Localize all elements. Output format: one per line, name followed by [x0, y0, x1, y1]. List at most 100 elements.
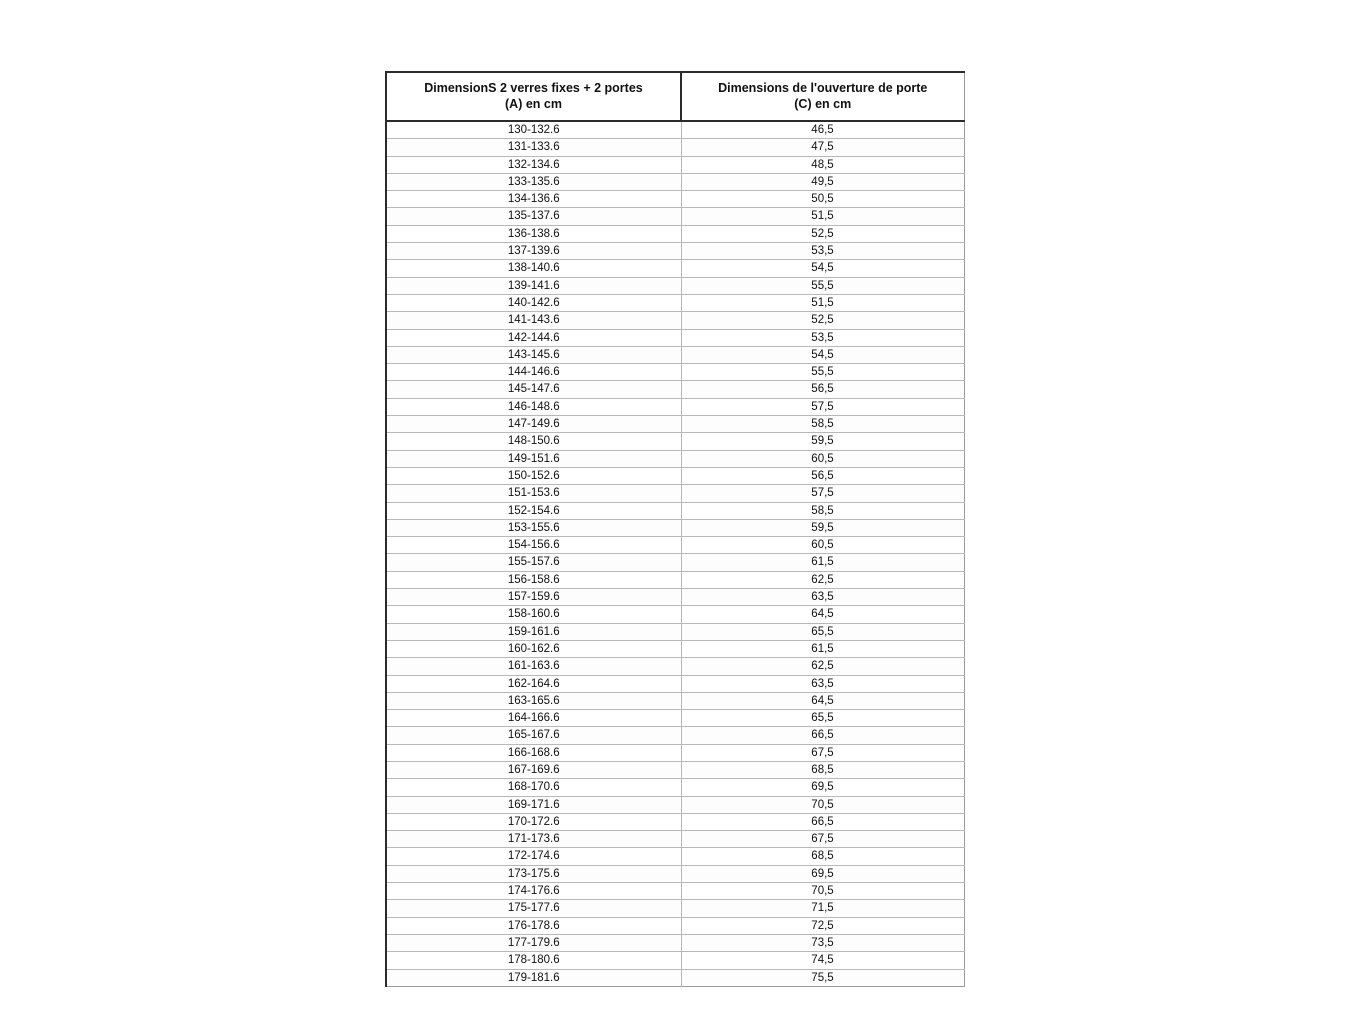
cell-dimension-c: 59,5: [681, 432, 964, 451]
cell-dimension-c: 59,5: [681, 519, 964, 538]
table-row: 143-145.6 54,5: [386, 346, 964, 365]
table-row: 149-151.6 60,5: [386, 450, 964, 468]
cell-dimension-c: 54,5: [681, 259, 964, 278]
table-row: 137-139.6 53,5: [386, 242, 964, 261]
cell-dimension-c: 56,5: [681, 467, 964, 486]
cell-dimension-c: 50,5: [681, 190, 964, 209]
column-header-c-line2: (C) en cm: [794, 97, 852, 111]
table-row: 145-147.6 56,5: [386, 380, 964, 399]
cell-dimension-c: 72,5: [681, 917, 964, 935]
table-row: 169-171.6 70,5: [386, 796, 964, 814]
cell-dimension-c: 52,5: [681, 311, 964, 330]
table-row: 178-180.6 74,5: [386, 951, 964, 970]
cell-dimension-a: 174-176.6: [386, 882, 682, 901]
cell-dimension-a: 170-172.6: [386, 813, 682, 832]
cell-dimension-c: 71,5: [681, 899, 964, 918]
column-header-a-line1: DimensionS 2 verres fixes + 2 portes: [424, 81, 643, 95]
cell-dimension-c: 55,5: [681, 363, 964, 382]
table-row: 159-161.6 65,5: [386, 623, 964, 641]
cell-dimension-a: 147-149.6: [386, 415, 682, 434]
table-row: 150-152.6 56,5: [386, 467, 964, 486]
cell-dimension-a: 132-134.6: [386, 156, 682, 174]
cell-dimension-c: 63,5: [681, 675, 964, 693]
column-header-dimensions-c: Dimensions de l'ouverture de porte (C) e…: [681, 72, 964, 122]
table-row: 153-155.6 59,5: [386, 519, 964, 538]
table-row: 174-176.6 70,5: [386, 882, 964, 901]
cell-dimension-a: 146-148.6: [386, 398, 682, 417]
cell-dimension-a: 130-132.6: [386, 121, 682, 140]
cell-dimension-c: 63,5: [681, 588, 964, 607]
cell-dimension-a: 166-168.6: [386, 744, 682, 762]
table-row: 136-138.6 52,5: [386, 225, 964, 244]
table-row: 132-134.6 48,5: [386, 156, 964, 174]
cell-dimension-a: 155-157.6: [386, 553, 682, 572]
cell-dimension-a: 168-170.6: [386, 778, 682, 797]
table-row: 156-158.6 62,5: [386, 571, 964, 590]
cell-dimension-a: 160-162.6: [386, 640, 682, 659]
cell-dimension-a: 143-145.6: [386, 346, 682, 365]
table-row: 154-156.6 60,5: [386, 536, 964, 555]
cell-dimension-a: 175-177.6: [386, 899, 682, 918]
table-header-row: DimensionS 2 verres fixes + 2 portes (A)…: [386, 72, 964, 122]
cell-dimension-a: 152-154.6: [386, 502, 682, 520]
table-row: 144-146.6 55,5: [386, 363, 964, 382]
cell-dimension-c: 60,5: [681, 450, 964, 468]
column-header-dimensions-a: DimensionS 2 verres fixes + 2 portes (A)…: [386, 72, 682, 122]
cell-dimension-a: 149-151.6: [386, 450, 682, 468]
table-row: 168-170.6 69,5: [386, 778, 964, 797]
table-row: 164-166.6 65,5: [386, 709, 964, 728]
table-row: 139-141.6 55,5: [386, 277, 964, 295]
cell-dimension-c: 58,5: [681, 415, 964, 434]
cell-dimension-a: 178-180.6: [386, 951, 682, 970]
column-header-a-line2: (A) en cm: [505, 97, 562, 111]
table-row: 134-136.6 50,5: [386, 190, 964, 209]
table-row: 157-159.6 63,5: [386, 588, 964, 607]
cell-dimension-a: 176-178.6: [386, 917, 682, 935]
cell-dimension-c: 60,5: [681, 536, 964, 555]
dimensions-table: DimensionS 2 verres fixes + 2 portes (A)…: [385, 71, 965, 987]
table-row: 148-150.6 59,5: [386, 432, 964, 451]
cell-dimension-c: 68,5: [681, 847, 964, 866]
table-row: 167-169.6 68,5: [386, 761, 964, 780]
cell-dimension-a: 162-164.6: [386, 675, 682, 693]
table-row: 179-181.6 75,5: [386, 969, 964, 987]
cell-dimension-c: 48,5: [681, 156, 964, 174]
table-row: 131-133.6 47,5: [386, 138, 964, 157]
table-row: 133-135.6 49,5: [386, 173, 964, 192]
cell-dimension-c: 70,5: [681, 882, 964, 901]
cell-dimension-a: 173-175.6: [386, 865, 682, 884]
table-row: 165-167.6 66,5: [386, 726, 964, 745]
table-row: 130-132.6 46,5: [386, 121, 964, 140]
cell-dimension-c: 52,5: [681, 225, 964, 244]
cell-dimension-c: 65,5: [681, 709, 964, 728]
table-row: 140-142.6 51,5: [386, 294, 964, 313]
cell-dimension-c: 51,5: [681, 207, 964, 226]
cell-dimension-c: 74,5: [681, 951, 964, 970]
cell-dimension-c: 58,5: [681, 502, 964, 520]
cell-dimension-a: 153-155.6: [386, 519, 682, 538]
table-row: 172-174.6 68,5: [386, 847, 964, 866]
cell-dimension-c: 69,5: [681, 865, 964, 884]
cell-dimension-c: 56,5: [681, 380, 964, 399]
cell-dimension-a: 161-163.6: [386, 657, 682, 676]
table-row: 160-162.6 61,5: [386, 640, 964, 659]
cell-dimension-a: 167-169.6: [386, 761, 682, 780]
table-row: 177-179.6 73,5: [386, 934, 964, 953]
cell-dimension-c: 61,5: [681, 553, 964, 572]
cell-dimension-c: 57,5: [681, 398, 964, 417]
cell-dimension-c: 57,5: [681, 484, 964, 503]
cell-dimension-c: 55,5: [681, 277, 964, 295]
table-row: 135-137.6 51,5: [386, 207, 964, 226]
table-row: 158-160.6 64,5: [386, 605, 964, 624]
cell-dimension-c: 69,5: [681, 778, 964, 797]
cell-dimension-a: 141-143.6: [386, 311, 682, 330]
cell-dimension-c: 53,5: [681, 242, 964, 261]
cell-dimension-c: 75,5: [681, 969, 964, 987]
table-row: 151-153.6 57,5: [386, 484, 964, 503]
cell-dimension-a: 137-139.6: [386, 242, 682, 261]
table-row: 161-163.6 62,5: [386, 657, 964, 676]
table-row: 146-148.6 57,5: [386, 398, 964, 417]
cell-dimension-a: 156-158.6: [386, 571, 682, 590]
cell-dimension-a: 135-137.6: [386, 207, 682, 226]
